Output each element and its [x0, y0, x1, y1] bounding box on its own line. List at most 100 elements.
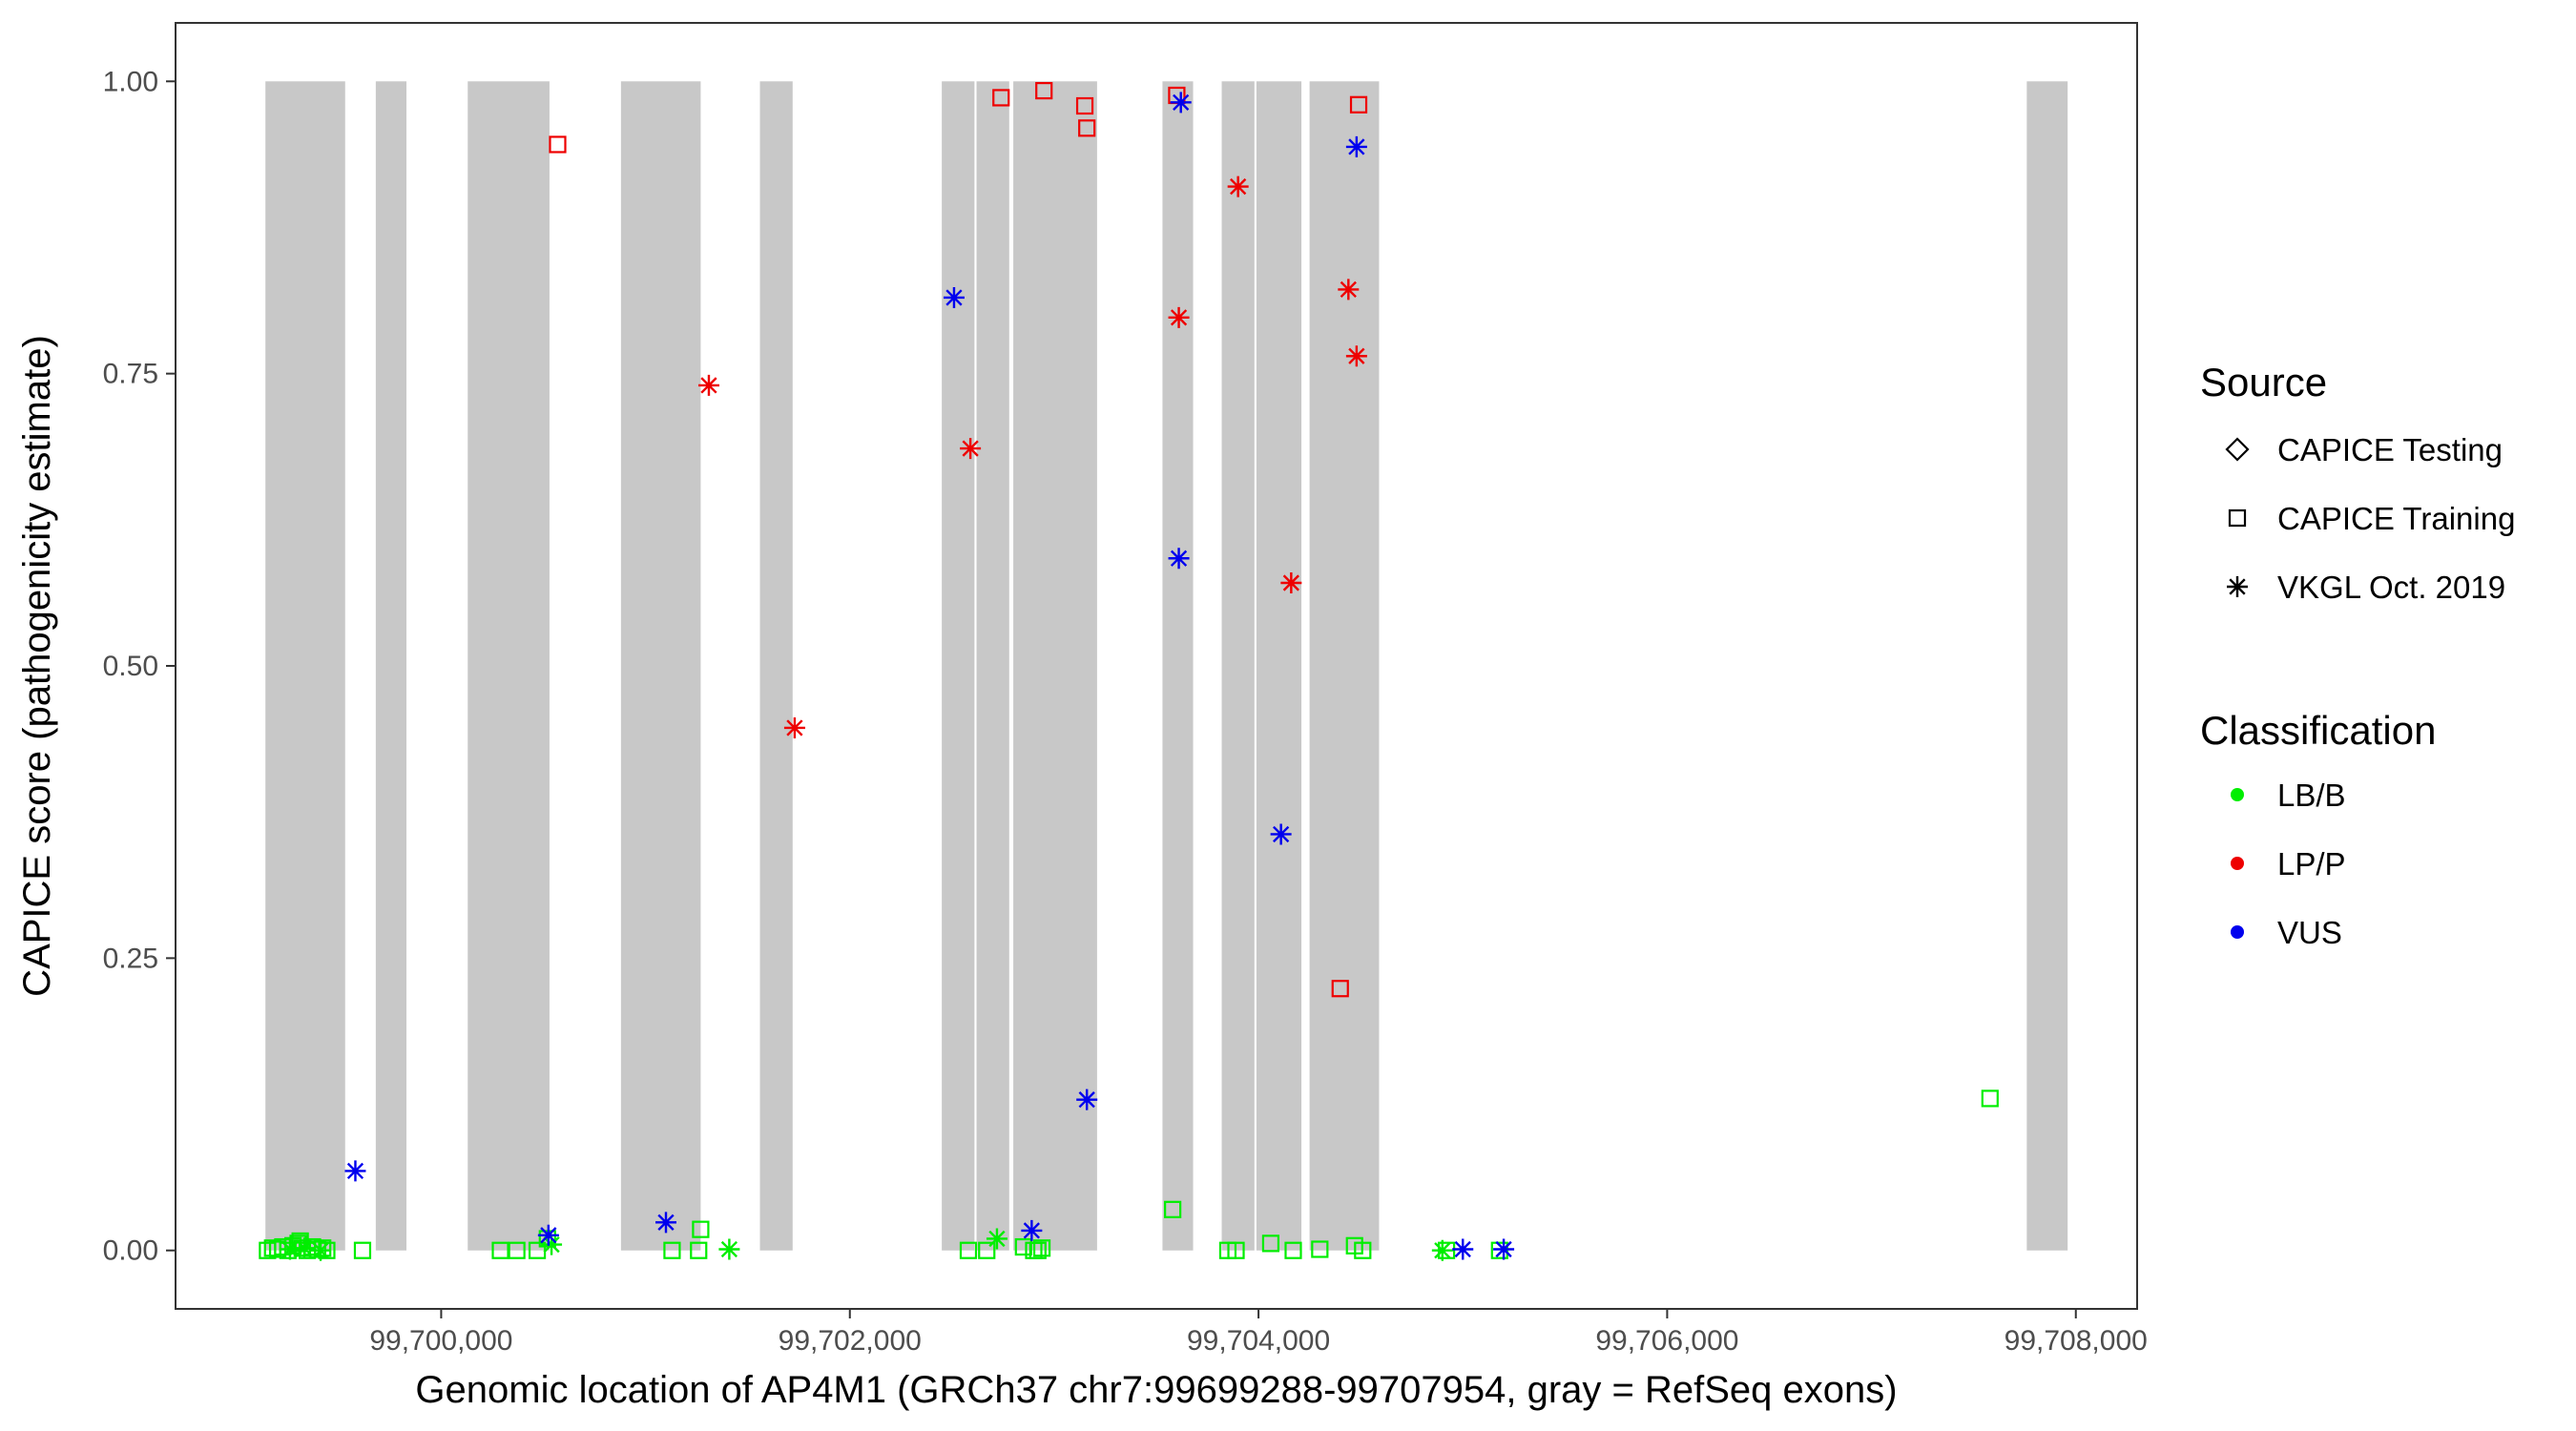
data-point: [1431, 1239, 1453, 1261]
y-tick-label: 1.00: [103, 66, 158, 97]
legend-source-items: CAPICE Testing CAPICE Training VKGL Oct. 2…: [2225, 432, 2515, 605]
data-point: [1028, 1241, 1047, 1259]
exon-band: [1309, 81, 1380, 1251]
y-tick-label: 0.00: [103, 1235, 158, 1267]
x-tick-label: 99,700,000: [369, 1325, 512, 1357]
data-point: [314, 1239, 332, 1257]
data-point: [1227, 176, 1249, 197]
data-point: [986, 1228, 1008, 1250]
data-point: [1032, 1239, 1051, 1257]
y-tick-label: 0.75: [103, 359, 158, 390]
legend-classification-label: LB/B: [2277, 778, 2346, 813]
data-point: [310, 1239, 332, 1261]
data-point: [663, 1241, 681, 1259]
legend-source-label: CAPICE Training: [2277, 501, 2515, 536]
data-point: [1168, 306, 1190, 328]
legend-classification-key: [2231, 788, 2244, 801]
y-axis-title: CAPICE score (pathogenicity estimate): [16, 335, 58, 997]
exon-band: [265, 81, 345, 1251]
data-point: [655, 1212, 676, 1234]
exon-band: [1162, 81, 1194, 1251]
data-point: [1345, 345, 1367, 367]
x-tick-label: 99,702,000: [779, 1325, 922, 1357]
x-axis: 99,700,000 99,702,000 99,704,000 99,706,000…: [369, 1309, 2148, 1357]
legend-source-label: VKGL Oct. 2019: [2277, 570, 2505, 605]
data-point: [1284, 1241, 1302, 1259]
x-tick-label: 99,706,000: [1595, 1325, 1738, 1357]
x-axis-title: Genomic location of AP4M1 (GRCh37 chr7:9…: [415, 1369, 1897, 1411]
data-point: [279, 1238, 301, 1260]
data-point: [960, 438, 982, 460]
data-point: [1981, 1089, 1999, 1108]
data-point: [1261, 1234, 1280, 1253]
exon-band: [942, 81, 975, 1251]
exon-band: [1256, 81, 1302, 1251]
data-point: [1452, 1238, 1474, 1260]
data-point: [541, 1234, 563, 1255]
legend-source-key: [2225, 437, 2250, 462]
data-point: [1490, 1241, 1508, 1259]
legend-source-title: Source: [2200, 360, 2327, 404]
data-point: [1438, 1241, 1456, 1259]
data-point: [1078, 119, 1096, 137]
exon-band: [759, 81, 793, 1251]
y-tick-label: 0.50: [103, 651, 158, 682]
data-point: [1311, 1240, 1329, 1258]
legend: Source CAPICE Testing CAPICE Training VKGL…: [2200, 360, 2515, 950]
data-point: [1170, 92, 1192, 114]
data-point: [1076, 1089, 1098, 1110]
data-point: [353, 1241, 372, 1259]
data-point: [1227, 1241, 1245, 1259]
data-point: [537, 1224, 559, 1246]
exon-band: [2026, 81, 2068, 1251]
data-point: [1354, 1241, 1372, 1259]
data-point: [1035, 81, 1053, 100]
data-point: [783, 716, 805, 738]
data-point: [1164, 1200, 1182, 1218]
legend-classification-title: Classification: [2200, 708, 2436, 753]
legend-classification-key: [2231, 857, 2244, 870]
data-point: [1338, 279, 1360, 301]
x-tick-label: 99,704,000: [1187, 1325, 1330, 1357]
exon-bands: [265, 81, 2068, 1251]
data-point: [491, 1241, 509, 1259]
exon-band: [976, 81, 1009, 1251]
data-point: [508, 1241, 526, 1259]
data-point: [718, 1238, 740, 1260]
y-axis: 0.00 0.25 0.50 0.75 1.00: [103, 66, 176, 1267]
data-point: [344, 1160, 366, 1182]
legend-source-key: [2227, 576, 2248, 597]
data-point: [308, 1240, 326, 1258]
legend-classification-key: [2231, 925, 2244, 939]
exon-band: [467, 81, 550, 1251]
exon-band: [375, 81, 407, 1251]
data-points: [259, 81, 1999, 1261]
data-point: [1331, 980, 1349, 998]
exon-band: [620, 81, 701, 1251]
data-point: [978, 1241, 996, 1259]
data-point: [1345, 135, 1367, 157]
x-tick-label: 99,708,000: [2005, 1325, 2148, 1357]
data-point: [697, 374, 719, 396]
legend-classification-label: VUS: [2277, 915, 2342, 950]
exon-band: [1013, 81, 1097, 1251]
legend-classification-label: LP/P: [2277, 846, 2346, 881]
data-point: [1280, 571, 1302, 593]
exon-band: [1221, 81, 1255, 1251]
legend-classification-items: LB/B LP/P VUS: [2231, 778, 2346, 950]
data-point: [1168, 548, 1190, 570]
data-point: [1270, 823, 1292, 845]
data-point: [690, 1241, 708, 1259]
legend-source-label: CAPICE Testing: [2277, 432, 2503, 467]
data-point: [1075, 96, 1094, 115]
legend-source-key: [2228, 508, 2247, 528]
y-tick-label: 0.25: [103, 943, 158, 974]
data-point: [992, 89, 1010, 107]
data-point: [943, 286, 965, 308]
data-point: [549, 135, 567, 154]
data-point: [1493, 1238, 1515, 1260]
data-point: [293, 1237, 315, 1259]
data-point: [959, 1241, 978, 1259]
data-point: [692, 1220, 710, 1238]
